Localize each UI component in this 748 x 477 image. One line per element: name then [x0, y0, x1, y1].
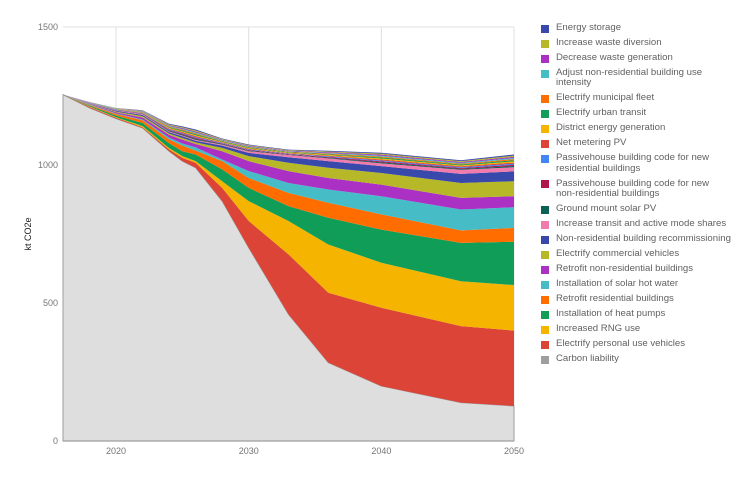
y-tick-label: 1500: [38, 22, 58, 32]
legend-label: Adjust non-residential building use: [556, 67, 703, 78]
legend-swatch-icon: [541, 295, 549, 304]
legend-swatch-icon: [541, 205, 549, 214]
legend-swatch-icon: [541, 340, 549, 349]
legend-item[interactable]: Increased RNG use: [541, 323, 741, 335]
area-electrify-personal-use-vehicles[interactable]: [63, 94, 514, 406]
legend-swatch-icon: [541, 355, 549, 364]
legend-swatch-icon: [541, 280, 549, 289]
legend-item[interactable]: Increase transit and active mode shares: [541, 218, 741, 230]
legend-item[interactable]: Electrify municipal fleet: [541, 92, 741, 104]
x-tick-label: 2020: [106, 446, 126, 456]
legend-item[interactable]: Retrofit residential buildings: [541, 293, 741, 305]
legend-item[interactable]: Adjust non-residential building use inten…: [541, 67, 741, 89]
legend-label: Increase waste diversion: [556, 37, 662, 48]
legend-label: Installation of heat pumps: [556, 308, 666, 320]
area-electrify-commercial-vehicles[interactable]: [63, 94, 514, 198]
area-installation-of-solar-hot-water[interactable]: [63, 94, 514, 231]
legend-swatch-icon: [541, 154, 549, 163]
legend-swatch-icon: [541, 54, 549, 63]
legend-label: Carbon liability: [556, 353, 619, 365]
legend-item[interactable]: Installation of solar hot water: [541, 278, 741, 290]
legend-label: Decrease waste generation: [556, 52, 673, 63]
legend-label: residential buildings: [556, 162, 641, 174]
legend-swatch-icon: [541, 109, 549, 118]
legend-swatch-icon: [541, 180, 549, 189]
legend-item[interactable]: Retrofit non-residential buildings: [541, 263, 741, 275]
y-tick-label: 1000: [38, 160, 58, 170]
legend-item[interactable]: Installation of heat pumps: [541, 308, 741, 320]
legend-item[interactable]: District energy generation: [541, 122, 741, 134]
legend-item[interactable]: Net metering PV: [541, 137, 741, 149]
legend-label: non-residential buildings: [556, 188, 660, 200]
y-tick-label: 0: [53, 436, 58, 446]
legend-swatch-icon: [541, 139, 549, 148]
legend-swatch-icon: [541, 39, 549, 48]
legend-label: Retrofit non-residential buildings: [556, 263, 694, 275]
legend-swatch-icon: [541, 265, 549, 274]
legend-item[interactable]: Energy storage: [541, 22, 741, 33]
series-areas: [62, 93, 515, 442]
legend-item[interactable]: Ground mount solar PV: [541, 203, 741, 215]
area-increased-rng-use[interactable]: [63, 94, 514, 331]
legend-label: Increase transit and active mode shares: [556, 218, 727, 230]
x-tick-label: 2050: [504, 446, 524, 456]
y-tick-label: 500: [43, 298, 58, 308]
legend-label: Increased RNG use: [556, 323, 641, 335]
legend-item[interactable]: Decrease waste generation: [541, 52, 741, 63]
x-tick-label: 2030: [239, 446, 259, 456]
area-retrofit-non-residential-buildings[interactable]: [63, 94, 514, 210]
legend-item[interactable]: Passivehouse building code for new reside…: [541, 152, 741, 174]
legend-swatch-icon: [541, 235, 549, 244]
legend-swatch-icon: [541, 310, 549, 319]
legend-label: Ground mount solar PV: [556, 203, 657, 215]
x-tick-label: 2040: [371, 446, 391, 456]
legend-item[interactable]: Electrify urban transit: [541, 107, 741, 119]
legend-label: Passivehouse building code for new: [556, 177, 710, 189]
legend-swatch-icon: [541, 69, 549, 78]
legend-swatch-icon: [541, 24, 549, 33]
legend-label: intensity: [556, 77, 592, 89]
legend-label: Electrify municipal fleet: [556, 92, 655, 104]
legend-item[interactable]: Electrify personal use vehicles: [541, 338, 741, 350]
legend: Energy storage Increase waste diversion De…: [541, 22, 741, 369]
legend-item[interactable]: Carbon liability: [541, 353, 741, 365]
legend-label: Retrofit residential buildings: [556, 293, 674, 305]
legend-swatch-icon: [541, 325, 549, 334]
legend-label: Energy storage: [556, 22, 622, 33]
legend-swatch-icon: [541, 250, 549, 259]
axes: 0 500 1000 1500 2020 2030 2040 2050: [38, 22, 524, 456]
legend-label: Installation of solar hot water: [556, 278, 679, 290]
legend-swatch-icon: [541, 124, 549, 133]
area-installation-of-heat-pumps[interactable]: [63, 94, 514, 286]
legend-label: Electrify commercial vehicles: [556, 248, 680, 260]
legend-label: Electrify urban transit: [556, 107, 647, 119]
legend-label: Passivehouse building code for new: [556, 152, 710, 164]
area-non-residential-building-recommissioning[interactable]: [63, 94, 514, 183]
legend-label: Electrify personal use vehicles: [556, 338, 686, 350]
legend-swatch-icon: [541, 94, 549, 103]
legend-swatch-icon: [541, 220, 549, 229]
legend-label: Net metering PV: [556, 137, 627, 149]
legend-item[interactable]: Electrify commercial vehicles: [541, 248, 741, 260]
y-axis-title: kt CO2e: [23, 217, 33, 250]
area-ground-mount-solar-pv[interactable]: [63, 94, 514, 170]
legend-label: District energy generation: [556, 122, 666, 134]
legend-item[interactable]: Passivehouse building code for new non-re…: [541, 177, 741, 200]
legend-item[interactable]: Non-residential building recommissioning: [541, 233, 741, 245]
legend-label: Non-residential building recommissioning: [556, 233, 731, 245]
legend-item[interactable]: Increase waste diversion: [541, 37, 741, 48]
